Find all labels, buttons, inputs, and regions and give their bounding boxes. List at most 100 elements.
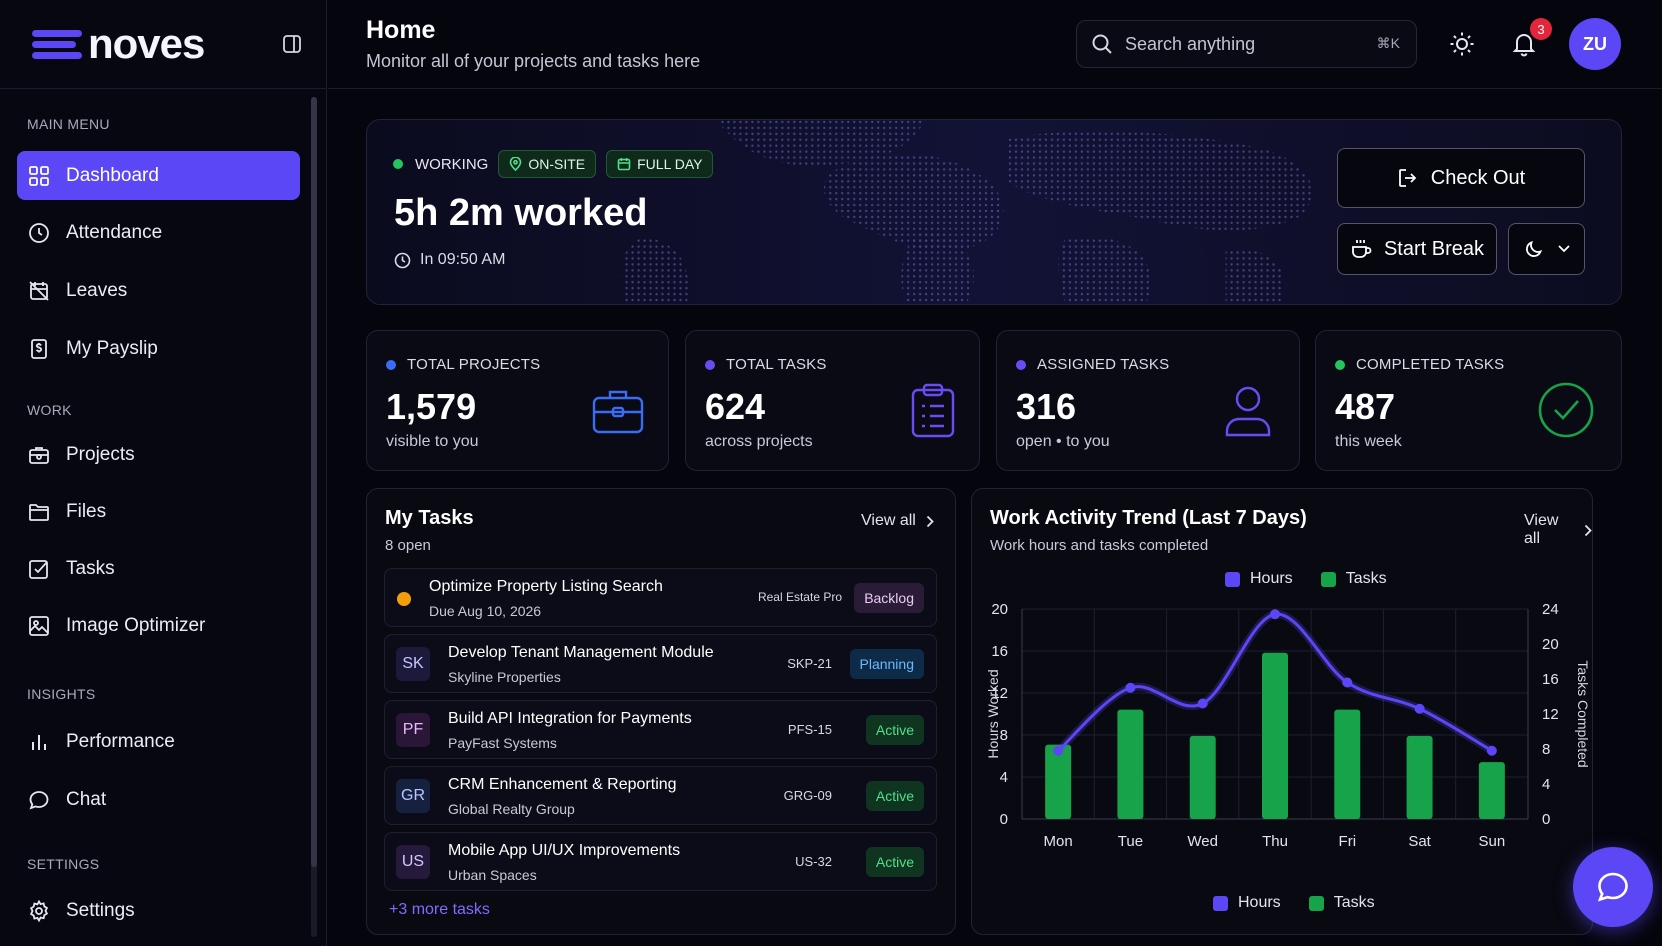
start-break-label: Start Break — [1383, 237, 1485, 260]
sidebar-item-leaves[interactable]: Leaves — [17, 266, 300, 315]
stat-header: TOTAL TASKS — [705, 356, 827, 373]
coffee-icon — [1350, 238, 1372, 260]
sidebar-item-my-payslip[interactable]: My Payslip — [17, 324, 300, 373]
image-icon — [28, 615, 50, 637]
stat-label: ASSIGNED TASKS — [1037, 356, 1170, 373]
sidebar: noves MAIN MENU Dashboard Attendance Lea… — [0, 0, 327, 946]
work-activity-panel: Work Activity Trend (Last 7 Days) Work h… — [971, 488, 1593, 935]
search-input[interactable] — [1125, 33, 1365, 55]
clock-in-label: In 09:50 AM — [420, 251, 506, 268]
stat-card-assigned-tasks[interactable]: ASSIGNED TASKS 316 open • to you — [996, 330, 1300, 471]
clock-in-time: In 09:50 AM — [394, 251, 505, 269]
check-out-label: Check Out — [1430, 166, 1526, 189]
stat-card-total-projects[interactable]: TOTAL PROJECTS 1,579 visible to you — [366, 330, 669, 471]
full-day-chip: FULL DAY — [606, 150, 714, 178]
priority-dot — [397, 592, 411, 606]
logo-icon — [32, 29, 82, 59]
panel-subtitle: Work hours and tasks completed — [990, 537, 1209, 554]
check-out-button[interactable]: Check Out — [1337, 148, 1585, 208]
project-avatar: PF — [396, 713, 430, 747]
briefcase-icon — [589, 381, 647, 439]
point-hours — [1125, 682, 1136, 693]
stat-caption: open • to you — [1016, 433, 1110, 450]
sun-icon — [1449, 31, 1475, 57]
task-subtitle: PayFast Systems — [448, 735, 557, 751]
brand-name: noves — [88, 20, 205, 67]
task-row[interactable]: US Mobile App UI/UX Improvements Urban S… — [384, 832, 937, 891]
page-subtitle: Monitor all of your projects and tasks h… — [366, 51, 701, 71]
view-all-label: View all — [1524, 512, 1559, 547]
stat-dot — [386, 359, 396, 370]
view-all-label: View all — [861, 512, 916, 529]
sidebar-item-label: Settings — [66, 899, 135, 921]
task-code: SKP-21 — [787, 656, 832, 671]
stat-card-total-tasks[interactable]: TOTAL TASKS 624 across projects — [685, 330, 980, 471]
bar-tasks — [1406, 735, 1433, 819]
theme-toggle-button[interactable] — [1444, 26, 1480, 62]
stat-value: 316 — [1016, 386, 1077, 427]
more-tasks-link[interactable]: +3 more tasks — [389, 901, 490, 918]
point-hours — [1342, 677, 1353, 688]
avatar[interactable]: ZU — [1569, 18, 1621, 70]
folder-icon — [28, 501, 50, 523]
sidebar-item-chat[interactable]: Chat — [17, 775, 300, 824]
search-shortcut: ⌘K — [1376, 35, 1400, 51]
sidebar-item-performance[interactable]: Performance — [17, 717, 300, 766]
sidebar-scrollbar[interactable] — [311, 97, 317, 937]
panel-title: My Tasks — [385, 507, 474, 529]
search-box[interactable]: ⌘K — [1076, 20, 1417, 68]
stat-dot — [705, 359, 715, 370]
sidebar-item-attendance[interactable]: Attendance — [17, 208, 300, 257]
sidebar-item-files[interactable]: Files — [17, 487, 300, 536]
legend-label: Tasks — [1345, 570, 1387, 587]
stat-dot — [1016, 359, 1026, 370]
chat-fab-button[interactable] — [1573, 847, 1653, 927]
task-code: GRG-09 — [783, 788, 832, 803]
start-break-button[interactable]: Start Break — [1337, 223, 1497, 275]
chip-label: ON-SITE — [528, 156, 586, 172]
view-all-activity-link[interactable]: View all — [1524, 512, 1592, 548]
status-badge: Active — [865, 715, 924, 745]
clipboard-list-icon — [904, 381, 962, 439]
status-badge: Backlog — [854, 583, 924, 613]
grid-icon — [28, 165, 50, 187]
task-title: Mobile App UI/UX Improvements — [448, 842, 681, 859]
project-avatar: US — [396, 845, 430, 879]
sidebar-item-settings[interactable]: Settings — [17, 886, 300, 935]
sidebar-item-image-optimizer[interactable]: Image Optimizer — [17, 601, 300, 650]
task-code: PFS-15 — [787, 722, 832, 737]
sidebar-item-tasks[interactable]: Tasks — [17, 544, 300, 593]
task-row[interactable]: GR CRM Enhancement & Reporting Global Re… — [384, 766, 937, 825]
scrollbar-thumb[interactable] — [311, 97, 317, 867]
view-all-tasks-link[interactable]: View all — [861, 512, 934, 530]
bar-tasks — [1478, 762, 1505, 819]
task-row[interactable]: Optimize Property Listing Search Due Aug… — [384, 568, 937, 627]
notifications-button[interactable] — [1506, 26, 1542, 62]
point-hours — [1270, 609, 1280, 620]
legend-label: Hours — [1238, 894, 1281, 911]
task-row[interactable]: SK Develop Tenant Management Module Skyl… — [384, 634, 937, 693]
y2-tick-label: 12 — [1542, 706, 1559, 723]
world-map-illustration — [621, 120, 1313, 304]
y2-tick-label: 4 — [1542, 776, 1550, 793]
sidebar-item-dashboard[interactable]: Dashboard — [17, 151, 300, 200]
point-hours — [1486, 745, 1497, 756]
status-badge: Active — [865, 781, 924, 811]
status-badge: Planning — [849, 649, 924, 679]
stat-value: 624 — [705, 386, 766, 427]
stat-dot — [1335, 359, 1345, 370]
work-activity-chart: 0 4 8 12 16 20 0 4 8 12 16 20 24 Mon Tue Wed Thu Fri Sat Su… — [985, 601, 1591, 850]
logout-icon — [1397, 167, 1419, 189]
stat-card-completed-tasks[interactable]: COMPLETED TASKS 487 this week — [1315, 330, 1622, 471]
y-tick-label: 8 — [1000, 727, 1008, 744]
task-row[interactable]: PF Build API Integration for Payments Pa… — [384, 700, 937, 759]
project-avatar: SK — [396, 647, 430, 681]
chat-icon — [28, 789, 50, 811]
sidebar-toggle-icon[interactable] — [282, 34, 302, 54]
stat-header: TOTAL PROJECTS — [386, 356, 540, 373]
y2-tick-label: 24 — [1542, 601, 1559, 618]
sidebar-item-projects[interactable]: Projects — [17, 430, 300, 479]
shift-mode-dropdown[interactable] — [1508, 223, 1585, 275]
y-tick-label: 20 — [991, 601, 1008, 618]
section-settings: SETTINGS — [27, 856, 100, 872]
